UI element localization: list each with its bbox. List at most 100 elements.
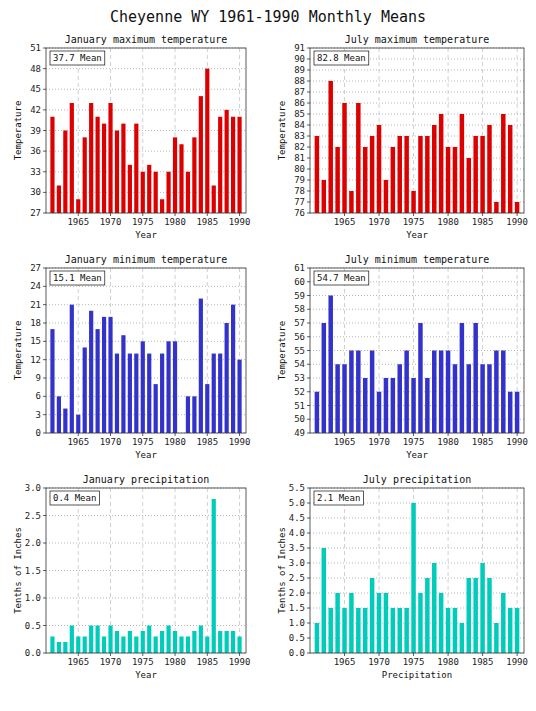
y-tick [307,169,310,170]
bar [467,158,471,213]
y-grid-line [310,638,524,639]
y-tick-label: 5.5 [289,483,305,493]
x-tick-label: 1965 [67,657,89,667]
bar [501,593,505,653]
y-tick [307,433,310,434]
y-grid-line [310,405,524,406]
y-tick [43,433,46,434]
y-tick-label: 2.0 [289,588,305,598]
y-tick-label: 33 [30,167,41,177]
y-tick-label: 60 [294,277,305,287]
annotation-frame [314,491,363,505]
bar [356,351,360,434]
bar [384,378,388,433]
x-tick [517,433,518,436]
bar [154,384,158,433]
y-grid-line [46,543,246,544]
x-tick [110,213,111,216]
bar [467,578,471,653]
y-grid-line [310,578,524,579]
y-tick [307,518,310,519]
bar [166,341,170,433]
y-tick [43,653,46,654]
x-tick-label: 1980 [437,437,459,447]
bar [453,608,457,653]
bar [108,626,112,654]
y-grid-line [310,364,524,365]
y-tick [307,59,310,60]
bar [432,351,436,434]
bar [141,631,145,653]
bar [363,378,367,433]
bar [237,360,241,433]
bar [315,623,319,653]
bar [508,608,512,653]
bar [173,631,177,653]
bar [102,637,106,654]
bar [349,593,353,653]
x-tick-label: 1970 [100,437,122,447]
bar [128,165,132,213]
x-tick [110,653,111,656]
y-axis-label: Temperature [277,101,287,161]
y-tick-label: 2.5 [25,511,41,521]
y-tick-label: 45 [30,84,41,94]
bar [487,125,491,213]
bar [212,354,216,433]
y-tick-label: 87 [294,87,305,97]
y-tick-label: 89 [294,65,305,75]
y-tick-label: 24 [30,281,41,291]
bar [108,317,112,433]
y-tick [307,608,310,609]
y-tick-label: 12 [30,355,41,365]
annotation-frame [50,51,105,65]
annotation: 82.8 Mean [317,53,366,63]
bar [439,593,443,653]
bar [141,341,145,433]
y-tick-label: 78 [294,186,305,196]
bar [192,137,196,213]
bar [179,637,183,654]
bar [154,637,158,654]
bar [199,299,203,433]
x-tick [517,653,518,656]
y-tick-label: 9 [36,373,41,383]
bar [96,117,100,213]
y-tick-label: 48 [30,64,41,74]
bar [205,637,209,654]
bar [494,202,498,213]
y-grid-line [310,92,524,93]
bar [384,593,388,653]
x-grid-line [78,48,79,213]
annotation-box: 15.1 Mean [50,271,105,285]
y-tick-label: 77 [294,197,305,207]
y-grid-line [46,414,246,415]
y-tick [43,323,46,324]
bar [515,202,519,213]
y-grid-line [310,191,524,192]
plot-frame [310,488,524,653]
bar [179,144,183,213]
y-grid-line [46,304,246,305]
bar [50,329,54,433]
y-tick [43,89,46,90]
y-tick [307,623,310,624]
y-grid-line [46,396,246,397]
x-axis-label: Year [135,450,157,460]
x-tick [344,213,345,216]
figure: Cheyenne WY 1961-1990 Monthly MeansJanua… [0,0,536,711]
y-grid-line [46,378,246,379]
y-grid-line [46,130,246,131]
bar [473,136,477,213]
x-axis-label: Year [135,670,157,680]
bar [50,117,54,213]
y-grid-line [46,171,246,172]
x-tick [344,433,345,436]
y-grid-line [310,70,524,71]
x-tick [448,433,449,436]
bar [83,637,87,654]
y-tick [307,180,310,181]
bar [76,415,80,433]
y-tick [307,638,310,639]
y-tick [307,92,310,93]
